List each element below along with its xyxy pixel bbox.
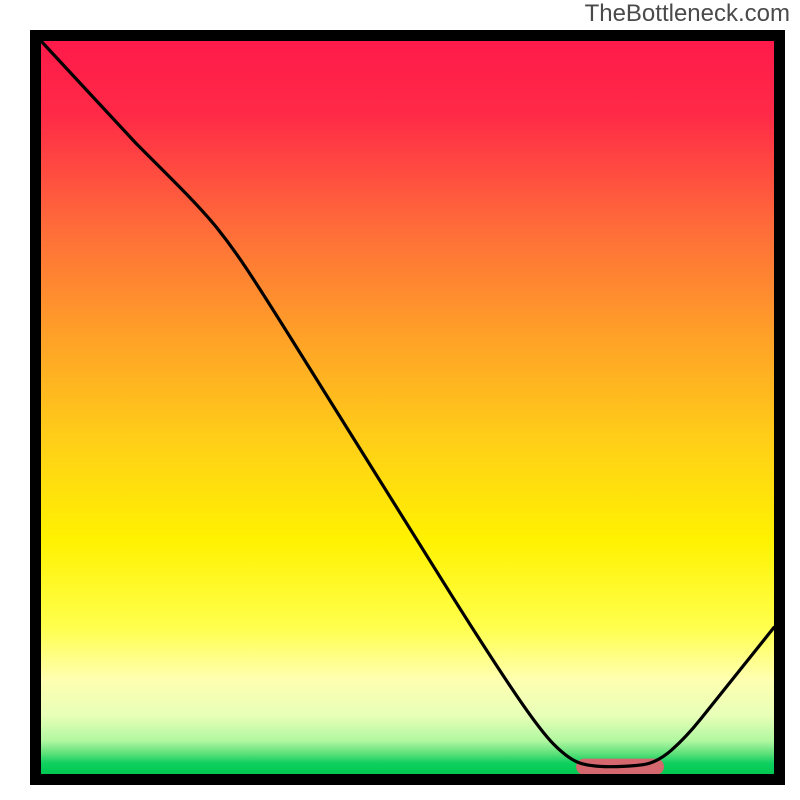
watermark-text: TheBottleneck.com: [585, 0, 790, 28]
bottleneck-chart-container: TheBottleneck.com: [0, 0, 800, 800]
bottleneck-chart: [0, 0, 800, 800]
plot-background: [41, 41, 774, 774]
